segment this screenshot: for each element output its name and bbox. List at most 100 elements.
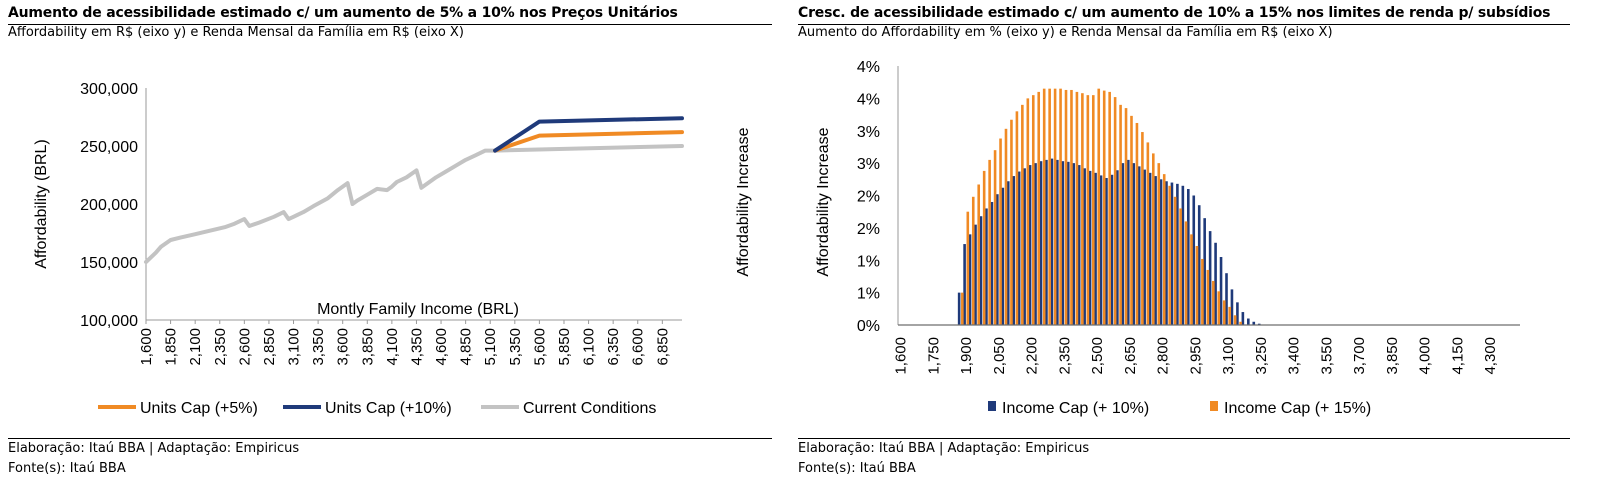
- y-tick-label: 4%: [857, 91, 880, 108]
- bar-income-cap-15: [1042, 88, 1046, 325]
- x-tick-label: 3,700: [1351, 337, 1368, 375]
- bar-income-cap-10: [1001, 187, 1005, 325]
- bar-income-cap-15: [1239, 321, 1242, 325]
- bar-income-cap-10: [1159, 179, 1163, 325]
- bar-income-cap-10: [1088, 170, 1092, 325]
- bar-income-cap-15: [1212, 280, 1215, 325]
- legend-label-units-cap-5: Units Cap (+5%): [140, 400, 258, 417]
- legend-swatch-income-cap-10: [988, 401, 996, 411]
- x-tick-label: 4,000: [1417, 337, 1434, 375]
- bar-income-cap-10: [1012, 176, 1016, 325]
- bar-income-cap-10: [963, 244, 966, 325]
- y-tick-label: 4%: [857, 59, 880, 76]
- bar-income-cap-15: [1048, 88, 1051, 325]
- bar-income-cap-10: [1121, 163, 1125, 326]
- bar-income-cap-15: [1124, 108, 1128, 325]
- bar-income-cap-15: [1086, 95, 1090, 325]
- bar-income-cap-15: [1152, 153, 1155, 325]
- y-axis-title: Affordability Increase: [815, 127, 832, 276]
- x-tick-label: 4,850: [458, 328, 475, 366]
- bar-income-cap-10: [1099, 175, 1103, 325]
- bar-income-cap-10: [974, 224, 977, 325]
- bar-income-cap-15: [1037, 91, 1041, 326]
- bar-income-cap-10: [1006, 181, 1010, 325]
- x-tick-label: 5,850: [556, 328, 573, 366]
- bar-income-cap-10: [1208, 231, 1212, 325]
- bar-income-cap-15: [1091, 95, 1095, 325]
- y-tick-label: 150,000: [80, 255, 138, 272]
- x-tick-label: 4,150: [1449, 337, 1466, 375]
- x-tick-label: 2,800: [1155, 337, 1172, 375]
- bar-income-cap-15: [1195, 246, 1199, 325]
- bar-income-cap-15: [1081, 93, 1084, 325]
- bar-income-cap-10: [1247, 318, 1250, 325]
- right-chart-title: Cresc. de acessibilidade estimado c/ um …: [798, 5, 1551, 21]
- x-tick-label: 2,100: [187, 328, 204, 366]
- bar-income-cap-15: [1135, 122, 1139, 325]
- x-tick-label: 1,600: [893, 337, 910, 375]
- x-tick-label: 4,600: [433, 328, 450, 366]
- bar-income-cap-15: [971, 196, 975, 325]
- bar-income-cap-10: [1241, 312, 1245, 325]
- y-tick-label: 200,000: [80, 197, 138, 214]
- x-tick-label: 3,100: [286, 328, 303, 366]
- bar-income-cap-10: [1181, 185, 1185, 325]
- bar-income-cap-10: [1170, 182, 1174, 325]
- bar-income-cap-10: [1023, 168, 1026, 325]
- bar-income-cap-15: [1015, 111, 1019, 325]
- x-tick-label: 3,350: [310, 328, 327, 366]
- bar-income-cap-15: [1141, 132, 1144, 325]
- bar-income-cap-10: [1148, 172, 1152, 325]
- x-tick-label: 6,350: [605, 328, 622, 366]
- bar-income-cap-15: [1130, 115, 1133, 325]
- right-credit-source: Fonte(s): Itaú BBA: [798, 461, 916, 476]
- x-tick-label: 2,850: [261, 328, 278, 366]
- x-tick-label: 6,850: [654, 328, 671, 366]
- bar-income-cap-10: [1225, 273, 1228, 325]
- right-credit-elaboration: Elaboração: Itaú BBA | Adaptação: Empiri…: [798, 441, 1090, 456]
- series-line-units-cap-5: [493, 130, 684, 153]
- x-tick-label: 5,100: [482, 328, 499, 366]
- bar-income-cap-10: [1077, 165, 1081, 325]
- y-tick-label: 3%: [857, 124, 880, 141]
- bar-income-cap-10: [1257, 323, 1261, 325]
- bar-income-cap-15: [1222, 300, 1226, 325]
- bar-income-cap-15: [1004, 128, 1008, 325]
- x-axis-title: Montly Family Income (BRL): [317, 301, 519, 318]
- x-tick-label: 4,100: [384, 328, 401, 366]
- x-tick-label: 2,350: [1056, 337, 1073, 375]
- bar-income-cap-10: [1126, 159, 1130, 325]
- bar-income-cap-10: [1137, 166, 1141, 325]
- bar-income-cap-10: [1028, 165, 1032, 325]
- bar-income-cap-15: [1233, 315, 1237, 325]
- bar-income-cap-10: [1192, 195, 1196, 325]
- bar-income-cap-10: [1230, 289, 1234, 325]
- bar-income-cap-10: [996, 194, 999, 325]
- bar-income-cap-10: [1116, 170, 1119, 325]
- x-tick-label: 3,250: [1253, 337, 1270, 375]
- x-tick-label: 1,600: [138, 328, 155, 366]
- bar-income-cap-10: [1252, 321, 1256, 325]
- legend-label-current-conditions: Current Conditions: [523, 400, 656, 417]
- bar-income-cap-10: [957, 292, 961, 326]
- bar-income-cap-15: [1075, 91, 1079, 326]
- bar-income-cap-15: [1026, 98, 1030, 326]
- bar-income-cap-15: [1217, 291, 1221, 325]
- bar-income-cap-10: [1132, 163, 1136, 326]
- left-top-rule: [8, 24, 772, 25]
- y-tick-label: 100,000: [80, 313, 138, 330]
- legend-label-units-cap-10: Units Cap (+10%): [325, 400, 452, 417]
- right-chart-subtitle: Aumento do Affordability em % (eixo y) e…: [798, 25, 1333, 40]
- x-tick-label: 2,600: [236, 328, 253, 366]
- y-tick-label: 2%: [857, 189, 880, 206]
- bar-income-cap-15: [1059, 88, 1062, 325]
- left-chart-panel: Aumento de acessibilidade estimado c/ um…: [8, 0, 772, 495]
- bar-income-cap-15: [1119, 104, 1122, 325]
- bar-income-cap-15: [1228, 306, 1231, 325]
- legend-label-income-cap-15: Income Cap (+ 15%): [1224, 400, 1371, 417]
- bar-income-cap-15: [982, 170, 986, 325]
- x-tick-label: 3,400: [1286, 337, 1303, 375]
- x-tick-label: 2,950: [1187, 337, 1204, 375]
- bar-income-cap-10: [968, 234, 972, 325]
- bar-income-cap-10: [1203, 218, 1206, 325]
